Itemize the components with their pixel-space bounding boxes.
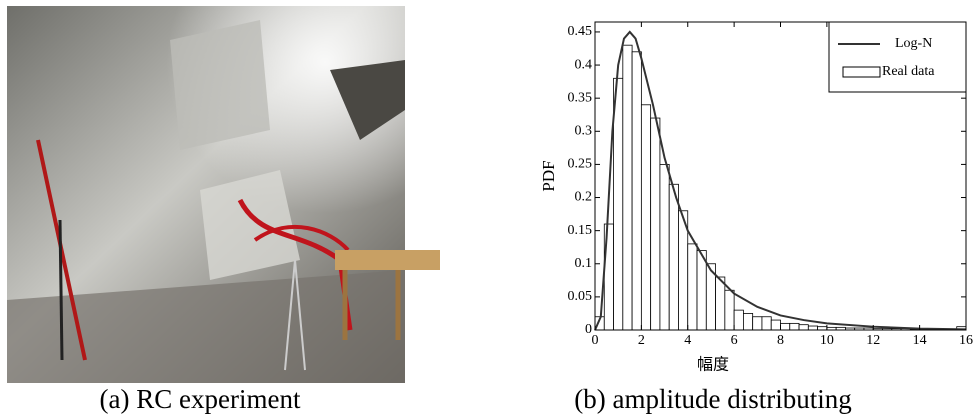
x-tick-label: 4 xyxy=(684,333,691,348)
pdf-line xyxy=(594,30,967,331)
photo xyxy=(7,6,440,383)
x-tick-label: 16 xyxy=(959,333,973,348)
histogram-bar xyxy=(752,316,763,331)
histogram-bar xyxy=(613,77,624,331)
y-tick-label: 0 xyxy=(585,322,592,337)
histogram-bar xyxy=(640,104,652,331)
x-tick-label: 8 xyxy=(777,333,784,348)
y-axis-label: PDF xyxy=(539,160,558,191)
histogram-bar xyxy=(724,289,735,331)
histogram-bar xyxy=(807,325,819,331)
histogram-bar xyxy=(733,309,744,331)
y-tick-label: 0.1 xyxy=(575,256,593,271)
x-tick-label: 12 xyxy=(866,333,880,348)
histogram-bar xyxy=(770,319,781,331)
histogram-bar xyxy=(668,183,679,331)
y-tick-label: 0.05 xyxy=(568,289,593,304)
chart-caption: (b) amplitude distributing xyxy=(574,384,851,414)
histogram-bar xyxy=(687,243,698,331)
photo-caption: (a) RC experiment xyxy=(100,384,301,414)
y-tick-label: 0.35 xyxy=(568,90,593,105)
y-tick-label: 0.15 xyxy=(568,223,593,238)
legend-label: Real data xyxy=(882,64,935,79)
histogram-bar xyxy=(761,316,772,331)
x-tick-label: 10 xyxy=(820,333,834,348)
histogram-bar xyxy=(631,51,642,331)
histogram-bar xyxy=(789,322,800,331)
histogram-bar xyxy=(780,322,791,331)
legend-box xyxy=(828,21,967,93)
histogram-bar xyxy=(798,324,809,331)
y-tick-label: 0.25 xyxy=(568,157,593,172)
y-tick-label: 0.2 xyxy=(575,190,593,205)
histogram-bar xyxy=(715,276,726,331)
x-axis-label: 幅度 xyxy=(697,356,729,374)
y-tick-label: 0.3 xyxy=(575,124,593,139)
x-tick-label: 0 xyxy=(592,333,599,348)
legend-swatch xyxy=(842,66,881,78)
x-tick-label: 6 xyxy=(731,333,738,348)
histogram-bar xyxy=(650,117,661,331)
y-tick-label: 0.4 xyxy=(575,57,593,72)
legend-label: Log-N xyxy=(895,36,932,51)
histogram-bar xyxy=(622,44,633,331)
y-tick-label: 0.45 xyxy=(568,24,593,39)
histogram-bar xyxy=(659,164,670,331)
x-tick-label: 2 xyxy=(638,333,645,348)
histogram-bar xyxy=(743,313,754,331)
histogram-bar xyxy=(696,250,707,331)
x-tick-label: 14 xyxy=(913,333,927,348)
